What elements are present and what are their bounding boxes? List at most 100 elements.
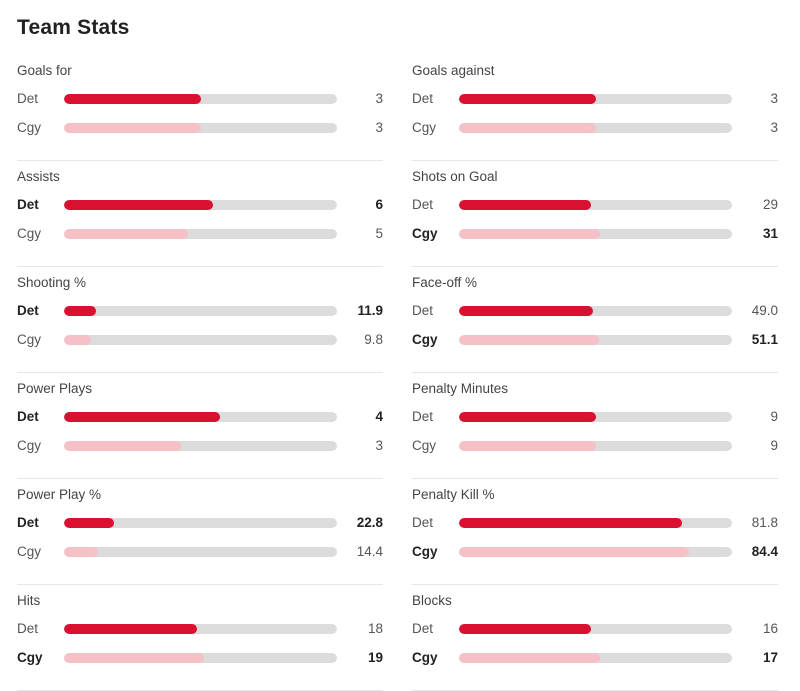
bar-fill-cgy bbox=[64, 123, 201, 133]
bar-track bbox=[64, 518, 337, 528]
stat-row-cgy: Cgy 84.4 bbox=[412, 544, 778, 560]
team-abbrev: Det bbox=[412, 91, 434, 106]
team-abbrev: Det bbox=[412, 197, 434, 212]
stat-value: 81.8 bbox=[751, 515, 778, 530]
team-abbrev: Cgy bbox=[412, 120, 437, 135]
stat-row-det: Det 81.8 bbox=[412, 515, 778, 531]
stat-row-cgy: Cgy 19 bbox=[17, 650, 383, 666]
bar-track bbox=[459, 547, 732, 557]
bar-track bbox=[459, 441, 732, 451]
team-abbrev: Cgy bbox=[412, 226, 438, 241]
stat-value: 3 bbox=[375, 91, 383, 106]
stat-value: 84.4 bbox=[751, 544, 778, 559]
stat-value: 9 bbox=[770, 409, 778, 424]
stat-row-cgy: Cgy 3 bbox=[17, 120, 383, 136]
stat-value: 9 bbox=[770, 438, 778, 453]
stat-value: 31 bbox=[762, 226, 778, 241]
stat-label: Assists bbox=[17, 169, 60, 184]
stat-value: 22.8 bbox=[356, 515, 383, 530]
bar-fill-det bbox=[64, 306, 97, 316]
stat-row-det: Det 4 bbox=[17, 409, 383, 425]
stat-row-det: Det 22.8 bbox=[17, 515, 383, 531]
bar-track bbox=[459, 306, 732, 316]
bar-fill-det bbox=[459, 306, 593, 316]
page-title: Team Stats bbox=[17, 16, 130, 39]
stat-value: 3 bbox=[375, 120, 383, 135]
stat-value: 51.1 bbox=[751, 332, 778, 347]
bar-track bbox=[64, 229, 337, 239]
stat-value: 29 bbox=[762, 197, 778, 212]
team-abbrev: Det bbox=[17, 303, 39, 318]
stat-value: 3 bbox=[375, 438, 383, 453]
stat-value: 19 bbox=[367, 650, 383, 665]
bar-fill-det bbox=[459, 412, 596, 422]
stat-label: Shooting % bbox=[17, 275, 87, 290]
bar-fill-det bbox=[64, 624, 197, 634]
stat-row-det: Det 29 bbox=[412, 197, 778, 213]
stat-block: Power Play % Det 22.8 Cgy 14.4 bbox=[17, 479, 383, 585]
bar-track bbox=[459, 653, 732, 663]
team-abbrev: Det bbox=[17, 409, 39, 424]
bar-track bbox=[64, 441, 337, 451]
stat-value: 11.9 bbox=[357, 303, 383, 318]
stat-block: Penalty Kill % Det 81.8 Cgy 84.4 bbox=[412, 479, 778, 585]
stat-value: 3 bbox=[770, 91, 778, 106]
stat-block: Assists Det 6 Cgy 5 bbox=[17, 161, 383, 267]
bar-track bbox=[459, 94, 732, 104]
team-abbrev: Cgy bbox=[412, 650, 438, 665]
bar-fill-cgy bbox=[459, 653, 600, 663]
stat-value: 4 bbox=[375, 409, 383, 424]
stat-label: Penalty Minutes bbox=[412, 381, 509, 396]
stat-label: Face-off % bbox=[412, 275, 478, 290]
bar-fill-cgy bbox=[64, 335, 91, 345]
stat-label: Goals for bbox=[17, 63, 72, 78]
stat-label: Blocks bbox=[412, 593, 452, 608]
stat-row-cgy: Cgy 9 bbox=[412, 438, 778, 454]
stat-row-det: Det 16 bbox=[412, 621, 778, 637]
bar-fill-det bbox=[64, 412, 220, 422]
stat-block: Hits Det 18 Cgy 19 bbox=[17, 585, 383, 691]
bar-fill-cgy bbox=[64, 653, 205, 663]
stat-value: 6 bbox=[375, 197, 383, 212]
stat-row-cgy: Cgy 14.4 bbox=[17, 544, 383, 560]
stat-row-cgy: Cgy 5 bbox=[17, 226, 383, 242]
stat-row-cgy: Cgy 9.8 bbox=[17, 332, 383, 348]
stat-value: 17 bbox=[762, 650, 778, 665]
stat-label: Power Plays bbox=[17, 381, 93, 396]
stat-block: Power Plays Det 4 Cgy 3 bbox=[17, 373, 383, 479]
stat-value: 9.8 bbox=[364, 332, 383, 347]
stat-block: Blocks Det 16 Cgy 17 bbox=[412, 585, 778, 691]
team-abbrev: Cgy bbox=[17, 544, 42, 559]
stat-label: Shots on Goal bbox=[412, 169, 498, 184]
bar-track bbox=[459, 518, 732, 528]
team-abbrev: Cgy bbox=[412, 332, 438, 347]
stat-block: Goals against Det 3 Cgy 3 bbox=[412, 55, 778, 161]
bar-fill-cgy bbox=[459, 547, 690, 557]
stat-row-det: Det 3 bbox=[412, 91, 778, 107]
stat-label: Power Play % bbox=[17, 487, 102, 502]
stat-row-det: Det 6 bbox=[17, 197, 383, 213]
bar-fill-det bbox=[459, 624, 592, 634]
bar-fill-cgy bbox=[64, 229, 189, 239]
bar-fill-det bbox=[459, 518, 683, 528]
team-abbrev: Det bbox=[17, 197, 39, 212]
team-abbrev: Det bbox=[412, 515, 434, 530]
stat-row-det: Det 18 bbox=[17, 621, 383, 637]
stat-row-cgy: Cgy 3 bbox=[412, 120, 778, 136]
bar-fill-cgy bbox=[459, 123, 596, 133]
bar-fill-cgy bbox=[64, 441, 182, 451]
team-abbrev: Det bbox=[17, 91, 39, 106]
stat-value: 16 bbox=[762, 621, 778, 636]
stat-row-cgy: Cgy 17 bbox=[412, 650, 778, 666]
team-abbrev: Cgy bbox=[17, 332, 42, 347]
stat-value: 18 bbox=[367, 621, 383, 636]
bar-track bbox=[64, 200, 337, 210]
stat-label: Hits bbox=[17, 593, 41, 608]
bar-track bbox=[64, 547, 337, 557]
bar-fill-det bbox=[64, 200, 213, 210]
stat-label: Goals against bbox=[412, 63, 495, 78]
bar-track bbox=[64, 412, 337, 422]
bar-track bbox=[64, 335, 337, 345]
stat-value: 5 bbox=[375, 226, 383, 241]
stat-row-cgy: Cgy 31 bbox=[412, 226, 778, 242]
